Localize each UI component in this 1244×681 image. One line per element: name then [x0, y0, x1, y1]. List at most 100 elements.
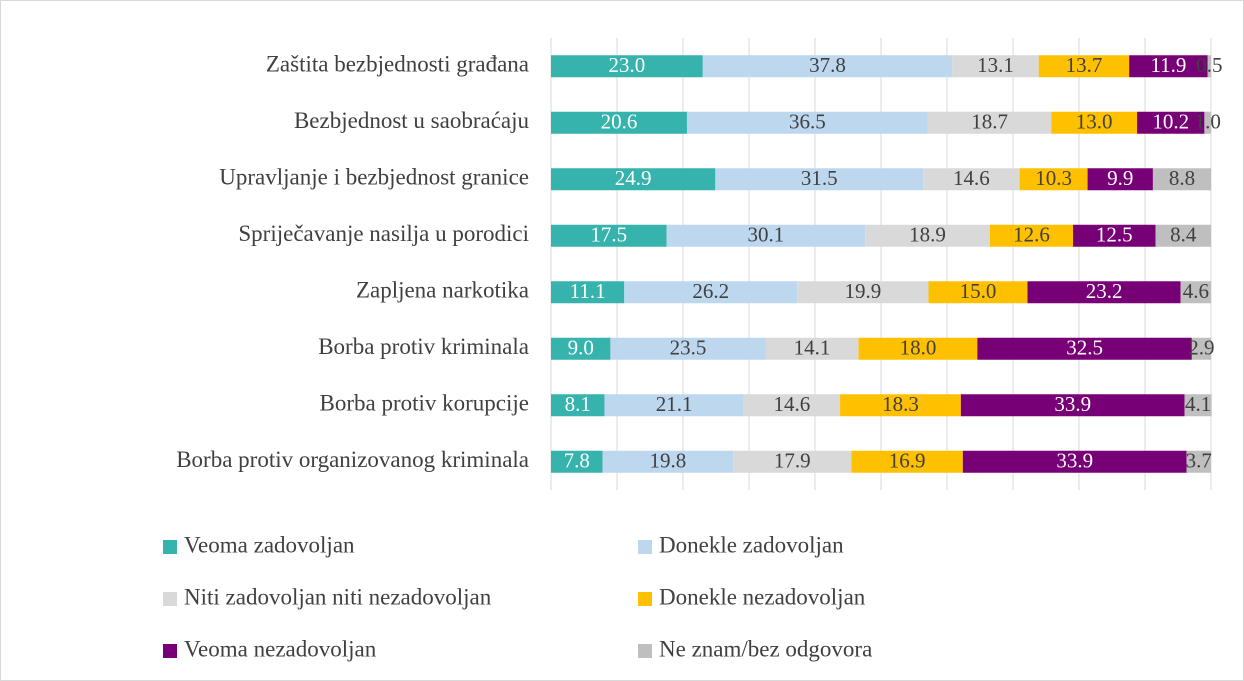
- bar-segment: [840, 394, 961, 417]
- bar-segment: [1051, 111, 1138, 134]
- bar-segment: [928, 281, 1028, 304]
- bar-segment: [604, 394, 744, 417]
- bar-segment: [923, 168, 1020, 191]
- data-label: 18.3: [882, 392, 919, 416]
- legend-swatch: [638, 540, 652, 554]
- bar-segment: [765, 337, 859, 360]
- legend-label: Donekle nezadovoljan: [659, 584, 866, 609]
- data-label: 32.5: [1066, 336, 1103, 360]
- data-label: 23.0: [609, 53, 646, 77]
- bar-segment: [1019, 168, 1088, 191]
- data-label: 14.6: [953, 166, 990, 190]
- data-label: 37.8: [809, 53, 846, 77]
- data-label: 8.4: [1170, 223, 1197, 247]
- legend-label: Donekle zadovoljan: [659, 532, 844, 557]
- bar-segment: [797, 281, 929, 304]
- data-label: 18.7: [971, 110, 1008, 134]
- bar-segment: [962, 450, 1187, 473]
- bar-segment: [551, 55, 703, 78]
- bar-segment: [1207, 55, 1211, 78]
- data-label: 10.2: [1152, 110, 1189, 134]
- category-label: Borba protiv korupcije: [319, 391, 529, 416]
- legend-swatch: [163, 540, 177, 554]
- data-label: 13.1: [977, 53, 1014, 77]
- data-label: 9.0: [568, 336, 594, 360]
- bar-segment: [551, 450, 603, 473]
- bar-segment: [952, 55, 1039, 78]
- data-label: 9.9: [1107, 166, 1133, 190]
- data-label: 33.9: [1056, 449, 1093, 473]
- category-label: Borba protiv organizovanog kriminala: [176, 447, 529, 472]
- data-label: 15.0: [960, 279, 997, 303]
- data-label: 16.9: [889, 449, 926, 473]
- data-label: 36.5: [789, 110, 826, 134]
- bar-segment: [1186, 450, 1211, 473]
- data-label: 21.1: [656, 392, 693, 416]
- bar-segment: [1191, 337, 1211, 360]
- bar-segment: [960, 394, 1185, 417]
- bar-segment: [927, 111, 1052, 134]
- bar-segment: [1184, 394, 1212, 417]
- bar-segment: [610, 337, 766, 360]
- data-label: 23.5: [670, 336, 707, 360]
- bar-segment: [666, 224, 866, 247]
- data-label: 30.1: [747, 223, 784, 247]
- data-label: 10.3: [1035, 166, 1072, 190]
- bar-segment: [858, 337, 978, 360]
- data-label: 8.8: [1169, 166, 1195, 190]
- category-label: Upravljanje i bezbjednost granice: [219, 165, 529, 190]
- data-label: 12.6: [1013, 223, 1050, 247]
- category-label: Bezbjednost u saobraćaju: [294, 108, 530, 133]
- data-label: 1.0: [1195, 110, 1221, 134]
- bar-segment: [551, 394, 605, 417]
- data-label: 24.9: [615, 166, 652, 190]
- bar-segment: [715, 168, 924, 191]
- data-label: 31.5: [801, 166, 838, 190]
- data-label: 8.1: [565, 392, 591, 416]
- data-label: 14.1: [794, 336, 831, 360]
- legend-label: Niti zadovoljan niti nezadovoljan: [184, 584, 492, 609]
- bar-segment: [733, 450, 852, 473]
- data-label: 17.9: [774, 449, 811, 473]
- bar-segment: [1204, 111, 1211, 134]
- legend-label: Veoma zadovoljan: [184, 532, 355, 557]
- data-label: 3.7: [1186, 449, 1212, 473]
- data-label: 26.2: [692, 279, 729, 303]
- legend-label: Veoma nezadovoljan: [184, 636, 377, 661]
- data-label: 19.8: [649, 449, 686, 473]
- data-label: 13.0: [1076, 110, 1113, 134]
- data-label: 18.9: [909, 223, 946, 247]
- bar-segment: [551, 337, 611, 360]
- category-label: Zapljena narkotika: [356, 278, 529, 303]
- bar-segment: [1137, 111, 1205, 134]
- legend-swatch: [638, 644, 652, 658]
- data-label: 11.9: [1150, 53, 1186, 77]
- category-label: Zaštita bezbjednosti građana: [266, 52, 529, 77]
- data-label: 11.1: [570, 279, 606, 303]
- bar-segment: [551, 168, 716, 191]
- bar-segment: [977, 337, 1192, 360]
- data-label: 13.7: [1066, 53, 1103, 77]
- bar-segment: [551, 281, 625, 304]
- data-label: 2.9: [1188, 336, 1214, 360]
- category-label: Borba protiv kriminala: [318, 334, 529, 359]
- data-label: 7.8: [564, 449, 590, 473]
- data-label: 17.5: [590, 223, 627, 247]
- bar-segment: [865, 224, 990, 247]
- bar-segment: [851, 450, 963, 473]
- bar-segment: [624, 281, 798, 304]
- legend-label: Ne znam/bez odgovora: [659, 636, 872, 661]
- bar-segment: [1155, 224, 1211, 247]
- data-label: 33.9: [1054, 392, 1091, 416]
- bar-segment: [602, 450, 734, 473]
- data-label: 12.5: [1096, 223, 1133, 247]
- data-label: 0.5: [1196, 53, 1222, 77]
- bar-segment: [551, 111, 687, 134]
- data-label: 23.2: [1086, 279, 1123, 303]
- bar-segment: [1152, 168, 1211, 191]
- category-label: Spriječavanje nasilja u porodici: [238, 221, 529, 246]
- bar-segment: [1027, 281, 1181, 304]
- bar-segment: [1129, 55, 1208, 78]
- bar-segment: [1087, 168, 1153, 191]
